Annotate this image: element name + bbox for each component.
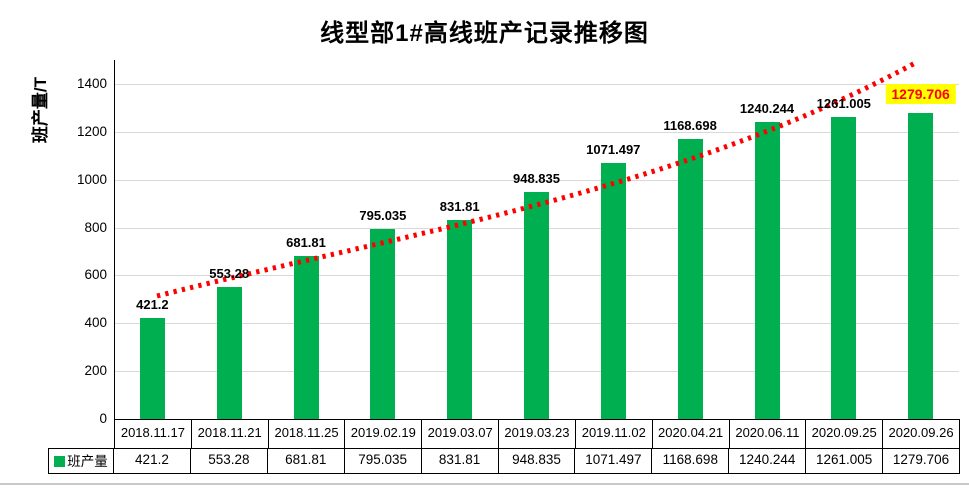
- value-cell: 1261.005: [806, 448, 884, 474]
- bar-data-label: 553.28: [209, 265, 250, 281]
- y-axis-title: 班产量/T: [31, 76, 50, 144]
- y-axis-tick-label: 0: [99, 411, 107, 426]
- highlighted-data-label: 1279.706: [885, 83, 956, 104]
- value-cell: 1071.497: [575, 448, 653, 474]
- gridline: [114, 84, 959, 85]
- y-axis-tick-label: 1000: [76, 171, 107, 187]
- date-cell: 2020.06.11: [729, 420, 807, 449]
- y-axis-tick-label: 1200: [76, 123, 107, 139]
- date-cell: 2020.04.21: [652, 420, 730, 449]
- value-cell: 1240.244: [729, 448, 807, 474]
- bar: [139, 318, 165, 419]
- date-cell: 2019.03.23: [499, 420, 576, 449]
- date-cell: 2018.11.21: [191, 420, 269, 449]
- bar-data-label: 681.81: [286, 234, 326, 250]
- bar: [677, 139, 703, 419]
- bar-data-label: 421.2: [136, 297, 169, 313]
- bar: [293, 255, 319, 419]
- value-cell: 795.035: [344, 448, 422, 474]
- bar: [908, 112, 934, 419]
- value-cell: 553.28: [190, 448, 268, 474]
- value-cell: 1168.698: [652, 448, 730, 474]
- date-cell: 2019.11.02: [575, 420, 653, 449]
- value-cell: 421.2: [114, 448, 191, 474]
- y-axis-tick-label: 600: [84, 267, 107, 283]
- date-cell: 2019.03.07: [422, 420, 500, 449]
- value-cell: 1279.706: [883, 448, 960, 474]
- bar-data-label: 948.835: [513, 171, 560, 186]
- value-cell: 948.835: [498, 448, 576, 474]
- data-table-value-row: 班产量 421.2 553.28 681.81 795.035 831.81 948.83…: [48, 448, 960, 474]
- date-cell: 2020.09.26: [883, 420, 960, 449]
- legend-label: 班产量: [67, 453, 108, 469]
- y-axis-tick-label: 800: [84, 219, 107, 235]
- bar: [754, 122, 780, 419]
- bar-data-label: 1261.005: [816, 96, 871, 112]
- date-cell: 2018.11.17: [114, 420, 192, 449]
- bar: [831, 117, 857, 419]
- legend-marker-icon: [54, 455, 66, 467]
- bar: [447, 220, 473, 419]
- y-axis-tick-label: 200: [84, 363, 107, 379]
- bar-data-label: 1168.698: [663, 118, 717, 134]
- date-cell: 2020.09.25: [806, 420, 884, 449]
- value-cell: 831.81: [421, 448, 499, 474]
- bar-data-label: 1071.497: [586, 141, 641, 157]
- y-axis-tick-label: 400: [84, 315, 107, 331]
- x-axis-date-row: 2018.11.17 2018.11.21 2018.11.25 2019.02.19…: [114, 419, 960, 449]
- date-cell: 2019.02.19: [345, 420, 423, 449]
- bar-data-label: 831.81: [439, 199, 480, 214]
- bar: [370, 228, 396, 419]
- value-cell: 681.81: [267, 448, 345, 474]
- bar: [524, 192, 549, 419]
- bar-data-label: 795.035: [359, 207, 407, 223]
- chart-title: 线型部1#高线班产记录推移图: [320, 20, 649, 47]
- chart-bottom-border: [0, 483, 969, 485]
- legend-cell: 班产量: [48, 448, 114, 474]
- bar-data-label: 1240.244: [739, 101, 795, 117]
- bar: [216, 286, 242, 419]
- y-axis-tick-label: 1400: [76, 76, 107, 91]
- date-cell: 2018.11.25: [268, 420, 346, 449]
- y-axis-line: [114, 60, 115, 419]
- bar: [600, 162, 626, 419]
